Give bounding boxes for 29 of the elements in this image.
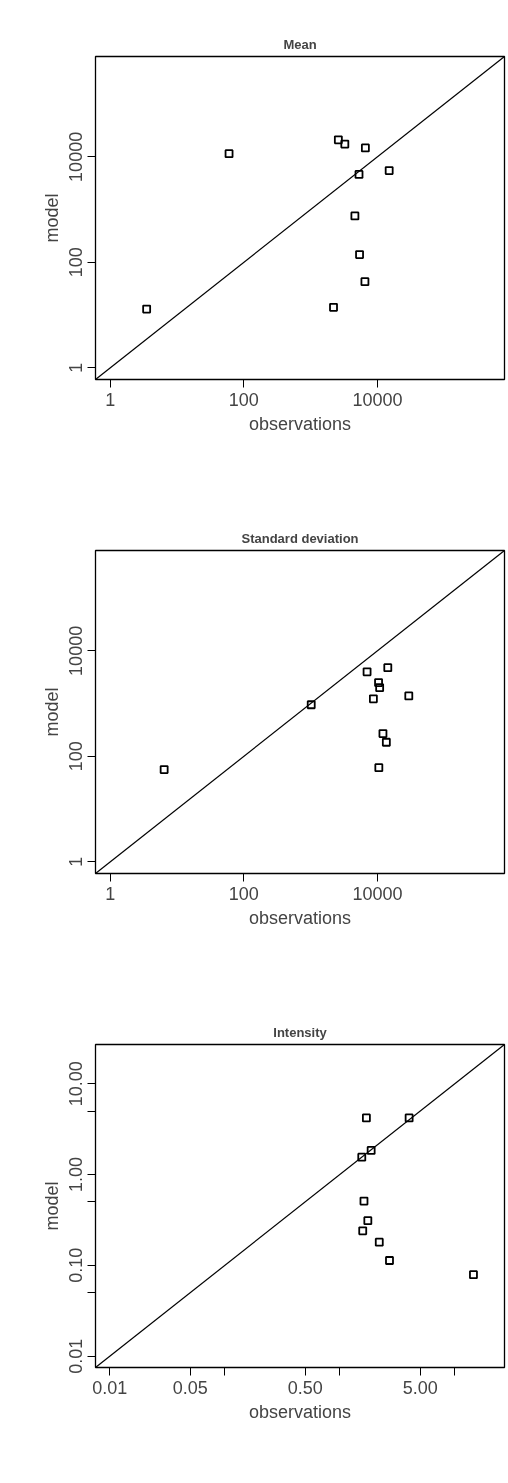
y-tick-label: 10.00 (66, 1061, 87, 1107)
x-tick-label: 1 (105, 883, 116, 904)
x-tick-label: 100 (228, 389, 259, 410)
y-tick-label: 1 (66, 856, 87, 867)
y-axis-title: model (41, 1181, 62, 1231)
y-tick-label: 0.10 (66, 1247, 87, 1283)
x-tick-label: 0.50 (287, 1377, 323, 1398)
x-tick-label: 10000 (352, 883, 403, 904)
chart-title: Mean (283, 36, 317, 52)
x-tick-label: 0.05 (172, 1377, 208, 1398)
y-tick-label: 100 (66, 741, 87, 772)
y-tick-label: 100 (66, 247, 87, 278)
chart-title: Intensity (273, 1024, 328, 1040)
chart-title: Standard deviation (241, 530, 359, 546)
x-axis-title: observations (248, 1401, 352, 1422)
y-axis-title: model (41, 687, 62, 737)
x-axis-title: observations (248, 907, 352, 928)
x-tick-label: 1 (105, 389, 116, 410)
y-tick-label: 10000 (66, 625, 87, 676)
y-axis-title: model (41, 193, 62, 243)
y-tick-label: 1 (66, 362, 87, 373)
y-tick-label: 10000 (66, 131, 87, 182)
x-tick-label: 0.01 (92, 1377, 128, 1398)
x-tick-label: 5.00 (402, 1377, 438, 1398)
x-axis-title: observations (248, 413, 352, 434)
x-tick-label: 100 (228, 883, 259, 904)
y-tick-label: 0.01 (66, 1338, 87, 1374)
x-tick-label: 10000 (352, 389, 403, 410)
y-tick-label: 1.00 (66, 1156, 87, 1193)
